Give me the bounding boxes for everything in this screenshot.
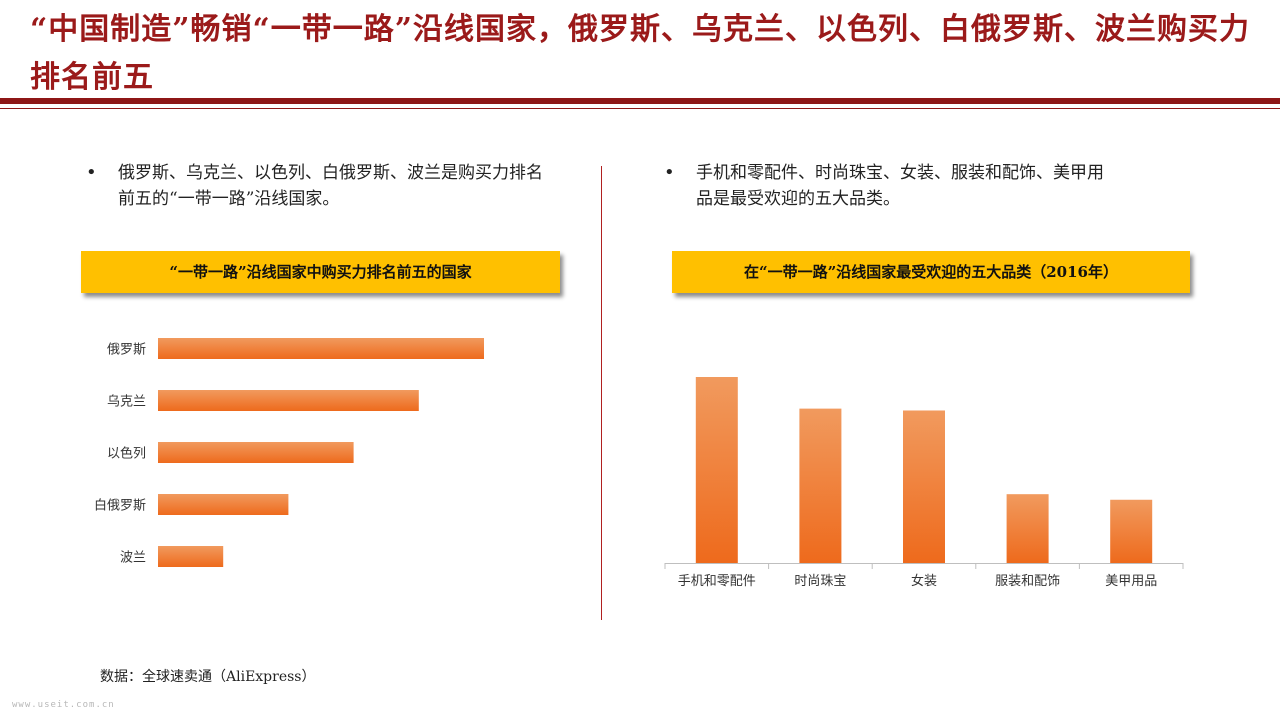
left-bullet-text: 俄罗斯、乌克兰、以色列、白俄罗斯、波兰是购买力排名前五的“一带一路”沿线国家。 [118, 163, 543, 209]
right-bullet-text: 手机和零配件、时尚珠宝、女装、服装和配饰、美甲用品是最受欢迎的五大品类。 [696, 163, 1104, 209]
bullet-dot-icon: • [664, 162, 675, 183]
bullet-dot-icon: • [86, 162, 97, 183]
bar [158, 338, 484, 359]
bar [158, 442, 354, 463]
category-label: 白俄罗斯 [94, 498, 146, 514]
bar [695, 377, 738, 563]
right-bullet: • 手机和零配件、时尚珠宝、女装、服装和配饰、美甲用品是最受欢迎的五大品类。 [664, 160, 1114, 212]
bar [1006, 494, 1049, 563]
right-chart-banner: 在“一带一路”沿线国家最受欢迎的五大品类（2016年） [672, 251, 1190, 293]
left-chart-banner: “一带一路”沿线国家中购买力排名前五的国家 [81, 251, 560, 293]
bar [799, 408, 842, 563]
category-label: 乌克兰 [107, 394, 146, 410]
category-label: 服装和配饰 [995, 574, 1060, 589]
bar [158, 494, 289, 515]
bar [158, 546, 224, 567]
page-title: “中国制造”畅销“一带一路”沿线国家，俄罗斯、乌克兰、以色列、白俄罗斯、波兰购买… [30, 12, 1251, 95]
category-label: 波兰 [120, 551, 146, 566]
bar [1110, 499, 1153, 563]
data-source: 数据：全球速卖通（AliExpress） [100, 669, 316, 685]
category-label: 女装 [911, 573, 937, 589]
bar [158, 390, 419, 411]
title-rule [0, 98, 1280, 104]
category-label: 美甲用品 [1105, 574, 1157, 589]
column-divider [601, 166, 602, 620]
bar [903, 410, 945, 563]
title-rule-thin [0, 108, 1280, 109]
category-label: 时尚珠宝 [794, 574, 846, 589]
right-bar-chart: 手机和零配件 时尚珠宝 女装 服装和配饰 美甲用品 [664, 377, 1184, 589]
left-bullet: • 俄罗斯、乌克兰、以色列、白俄罗斯、波兰是购买力排名前五的“一带一路”沿线国家… [86, 160, 556, 212]
category-label: 以色列 [107, 446, 146, 462]
category-label: 俄罗斯 [107, 343, 146, 358]
watermark: www.useit.com.cn [12, 700, 115, 710]
category-label: 手机和零配件 [678, 574, 756, 589]
